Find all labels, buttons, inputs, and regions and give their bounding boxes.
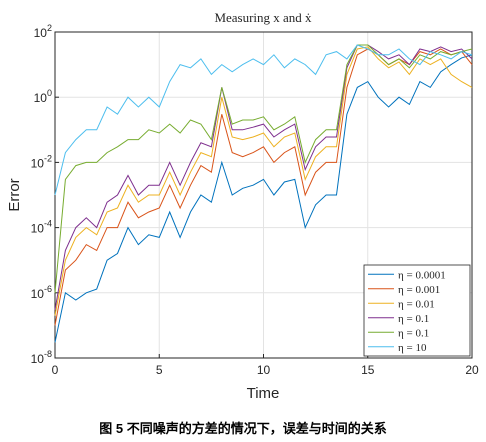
x-tick-label: 0 xyxy=(52,363,59,377)
y-tick-label: 10-8 xyxy=(31,349,52,366)
series-line xyxy=(54,44,473,293)
legend-label: η = 0.01 xyxy=(398,298,435,310)
legend-label: η = 10 xyxy=(398,342,427,354)
legend-label: η = 0.1 xyxy=(398,313,429,325)
legend-label: η = 0.0001 xyxy=(398,269,446,281)
series-line xyxy=(54,46,473,316)
y-axis-label: Error xyxy=(6,178,23,211)
x-tick-label: 10 xyxy=(257,363,271,377)
y-tick-label: 10-4 xyxy=(31,219,52,236)
caption: 图 5 不同噪声的方差的情况下，误差与时间的关系 xyxy=(99,421,386,436)
y-tick-label: 102 xyxy=(34,23,52,40)
legend-label: η = 0.1 xyxy=(398,327,429,339)
series-line xyxy=(54,54,473,343)
series-line xyxy=(54,44,473,196)
legend-label: η = 0.001 xyxy=(398,284,440,296)
x-axis-label: Time xyxy=(247,385,280,402)
y-tick-label: 100 xyxy=(34,88,52,105)
chart-title: Measuring x and ẋ xyxy=(214,10,312,25)
series-line xyxy=(54,44,473,310)
x-tick-label: 15 xyxy=(361,363,375,377)
x-tick-label: 5 xyxy=(156,363,163,377)
x-tick-label: 20 xyxy=(465,363,479,377)
series-line xyxy=(54,48,473,326)
y-tick-label: 10-6 xyxy=(31,284,52,301)
legend-box xyxy=(363,264,471,357)
y-tick-label: 10-2 xyxy=(31,153,52,170)
